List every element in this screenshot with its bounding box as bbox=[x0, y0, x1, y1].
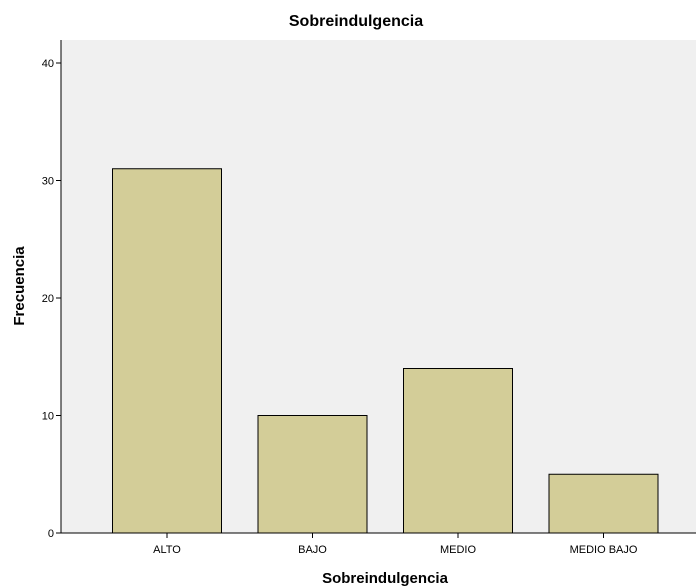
x-tick-label: MEDIO BAJO bbox=[570, 544, 638, 556]
y-tick-label: 40 bbox=[42, 58, 54, 70]
y-tick-label: 0 bbox=[48, 528, 54, 540]
bar-alto bbox=[112, 168, 222, 534]
bar-medio bbox=[403, 368, 513, 534]
x-tick-label: ALTO bbox=[153, 544, 181, 556]
y-axis-title: Frecuencia bbox=[11, 246, 28, 326]
y-tick-label: 10 bbox=[42, 411, 54, 423]
x-axis-ticks: ALTO BAJO MEDIO MEDIO BAJO bbox=[153, 533, 638, 556]
x-tick-label: MEDIO bbox=[440, 544, 477, 556]
x-axis-title: Sobreindulgencia bbox=[322, 570, 449, 586]
y-axis-ticks: 0 10 20 30 40 bbox=[42, 58, 61, 540]
bar-medio-bajo bbox=[548, 473, 659, 534]
bar-bajo bbox=[257, 415, 368, 534]
x-tick-label: BAJO bbox=[298, 544, 327, 556]
y-tick-label: 30 bbox=[42, 176, 54, 188]
chart-title: Sobreindulgencia bbox=[289, 13, 423, 30]
y-tick-label: 20 bbox=[42, 293, 54, 305]
